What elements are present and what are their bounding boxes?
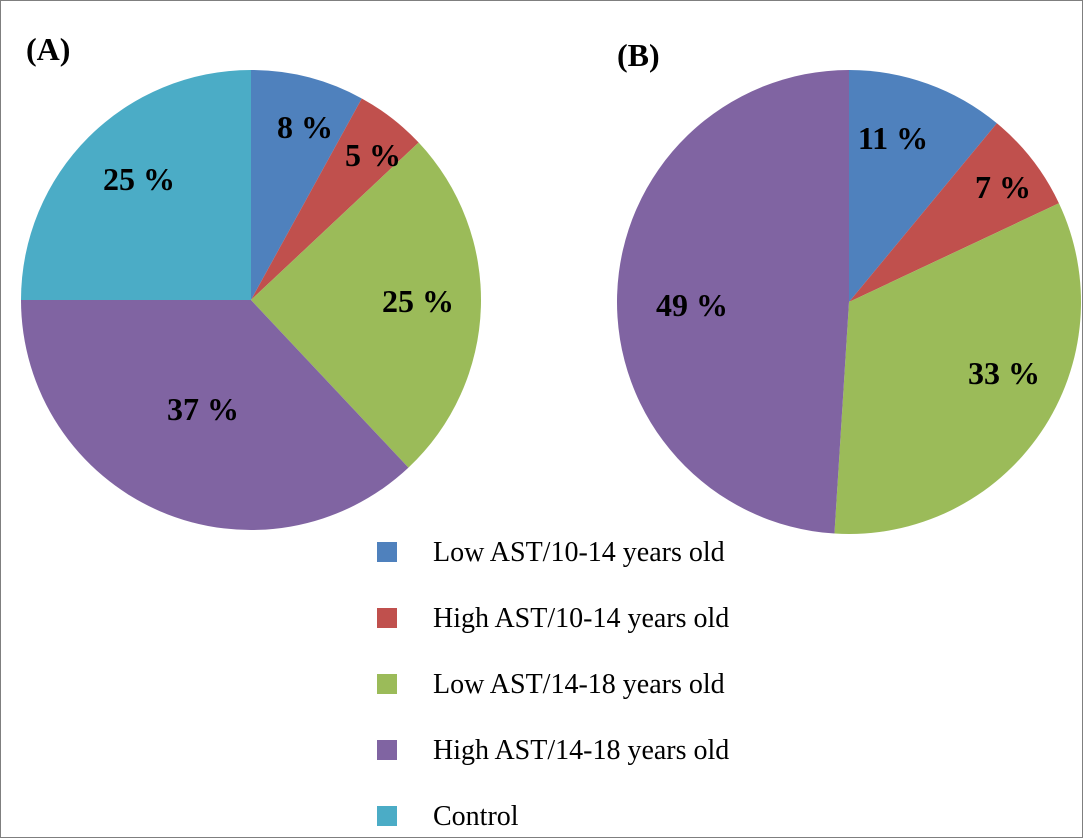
pie-a-slice-label-3: 37 % (167, 391, 239, 427)
pie-b-slice-3 (617, 70, 849, 534)
pie-a-slice-label-0: 8 % (277, 109, 333, 145)
pie-a-slice-label-1: 5 % (345, 137, 401, 173)
pie-a-slice-label-2: 25 % (382, 283, 454, 319)
legend-label-3: High AST/14-18 years old (433, 735, 729, 766)
legend-swatch-3 (377, 740, 397, 760)
pie-b-slice-1 (849, 123, 1059, 302)
pie-a-slice-4 (21, 70, 251, 300)
pie-b-slice-label-2: 33 % (968, 355, 1040, 391)
pie-chart-a: 8 % 5 % 25 % 37 % 25 % (21, 70, 481, 530)
pie-b-slice-label-1: 7 % (975, 169, 1031, 205)
legend: Low AST/10-14 years old High AST/10-14 ye… (377, 537, 729, 832)
panel-label-a: (A) (26, 31, 70, 67)
pie-a-slice-2 (251, 142, 481, 468)
legend-label-0: Low AST/10-14 years old (433, 537, 725, 568)
pie-a-slice-label-4: 25 % (103, 161, 175, 197)
pie-a-slice-1 (251, 98, 419, 300)
legend-swatch-0 (377, 542, 397, 562)
pie-b-slice-label-0: 11 % (858, 120, 928, 156)
legend-label-1: High AST/10-14 years old (433, 603, 729, 634)
legend-swatch-1 (377, 608, 397, 628)
pie-b-slice-2 (834, 203, 1082, 534)
legend-label-4: Control (433, 801, 519, 832)
panel-label-b: (B) (617, 37, 660, 73)
legend-swatch-4 (377, 806, 397, 826)
pie-b-slice-label-3: 49 % (656, 287, 728, 323)
pie-a-slice-3 (21, 300, 409, 530)
pie-b-slice-0 (849, 70, 997, 302)
pie-a-slice-0 (251, 70, 362, 300)
pie-chart-b: 11 % 7 % 33 % 49 % (617, 70, 1082, 534)
legend-swatch-2 (377, 674, 397, 694)
legend-label-2: Low AST/14-18 years old (433, 669, 725, 700)
